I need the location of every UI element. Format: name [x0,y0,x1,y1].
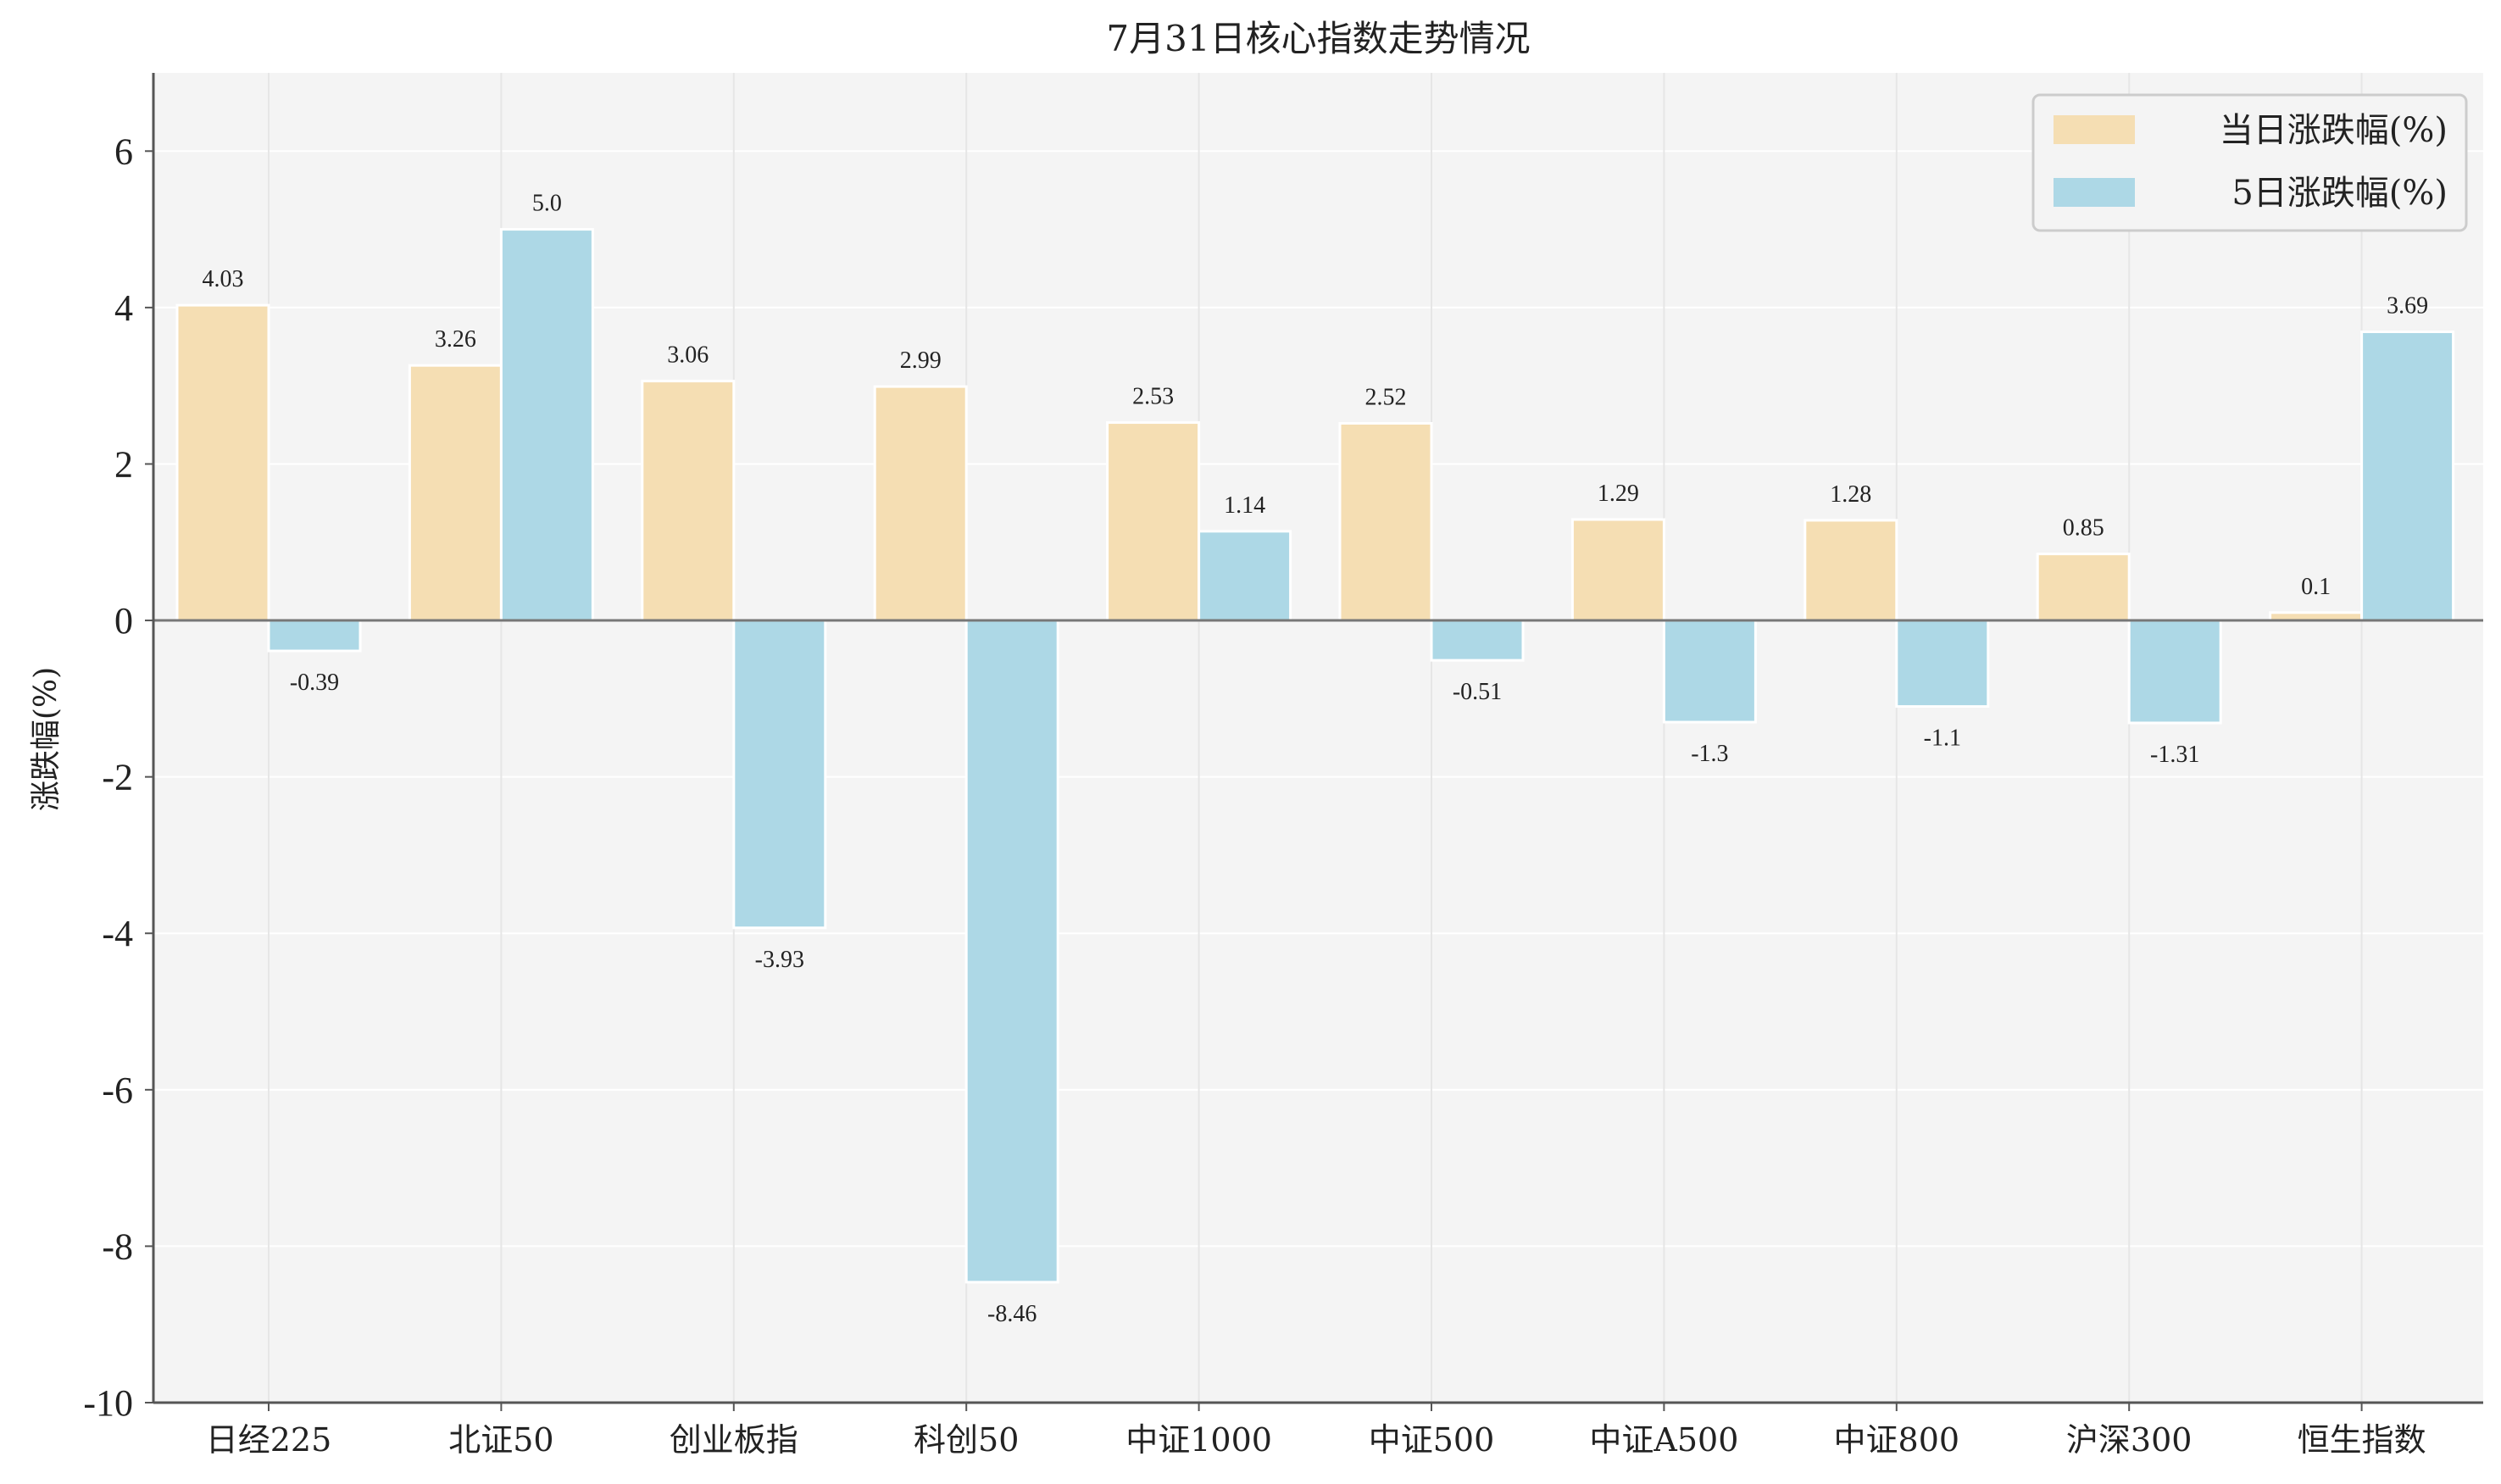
legend-label: 5日涨跌幅(%) [2231,174,2448,213]
data-label: 1.14 [1224,492,1265,519]
x-tick-label: 中证500 [1369,1421,1495,1459]
x-tick-labels: 日经225 北证50 创业板指 科创50 中证1000 中证500 中证A500 中证800 沪… [206,1421,2426,1459]
axes [145,73,2483,1411]
data-label: 0.85 [2063,515,2104,542]
data-label: -1.1 [1924,725,1961,752]
x-tick-label: 中证1000 [1125,1421,1272,1459]
bar-daily [641,380,736,622]
bar-daily [175,303,270,622]
data-label: 2.99 [900,347,942,374]
bar-5day [267,619,362,653]
bars-group [175,228,2455,1284]
chart-title: 7月31日核心指数走势情况 [1106,18,1530,59]
x-tick-label: 中证800 [1834,1421,1960,1459]
bar-daily [1570,518,1665,622]
data-label: 2.53 [1132,384,1174,410]
y-tick-label: -8 [102,1226,133,1267]
y-tick-labels: 6 4 2 0 -2 -4 -6 -8 -10 [83,131,133,1424]
legend-label: 当日涨跌幅(%) [2220,111,2448,150]
bar-5day [499,228,594,622]
data-label: -1.31 [2150,742,2199,768]
bar-daily [1338,421,1433,622]
bar-daily [2036,553,2131,622]
bar-5day [1198,530,1292,622]
bar-5day [964,619,1059,1284]
data-label: 3.26 [435,326,476,353]
legend: 当日涨跌幅(%) 5日涨跌幅(%) [2031,93,2468,232]
data-label: 5.0 [532,191,562,217]
data-label: -1.3 [1691,741,1728,767]
bar-5day [2360,330,2455,622]
y-tick-label: 2 [114,443,133,485]
bar-5day [1662,619,1757,724]
x-tick-label: 沪深300 [2066,1421,2193,1459]
x-tick-label: 恒生指数 [2298,1421,2426,1459]
data-label: 3.06 [667,342,709,369]
data-label: 3.69 [2387,292,2428,319]
data-label: -0.51 [1453,679,1502,705]
data-label: -8.46 [987,1301,1037,1327]
bar-daily [1803,519,1898,622]
data-label: 1.28 [1830,481,1871,508]
x-tick-label: 北证50 [448,1421,553,1459]
bar-5day [2127,619,2222,725]
x-tick-label: 日经225 [206,1421,332,1459]
y-tick-label: -4 [102,913,133,954]
data-label: 4.03 [203,266,244,292]
y-axis-label: 涨跌幅(%) [29,667,64,811]
legend-box [2031,93,2468,232]
data-label: 2.52 [1365,384,1407,410]
data-label: -3.93 [755,947,804,973]
y-tick-label: -2 [102,757,133,798]
y-tick-label: -10 [83,1382,133,1424]
bar-5day [732,619,827,930]
data-label: 1.29 [1598,481,1639,507]
bar-daily [873,385,968,622]
bar-5day [1895,619,1990,709]
x-tick-label: 科创50 [914,1421,1019,1459]
y-tick-label: 6 [114,131,133,172]
bar-5day [1430,619,1525,662]
legend-swatch [2054,178,2135,207]
data-label: 0.1 [2301,574,2331,600]
legend-swatch [2054,115,2135,144]
y-tick-label: -6 [102,1070,133,1111]
y-tick-label: 0 [114,600,133,642]
x-tick-label: 创业板指 [670,1421,798,1459]
y-tick-label: 4 [114,287,133,329]
bar-daily [1106,421,1201,622]
data-label: -0.39 [290,670,339,696]
x-tick-label: 中证A500 [1589,1421,1738,1459]
bar-daily [408,364,503,622]
data-labels-group: 4.03 3.26 3.06 2.99 2.53 2.52 1.29 1.28 0.85 0.1 -… [203,191,2429,1327]
